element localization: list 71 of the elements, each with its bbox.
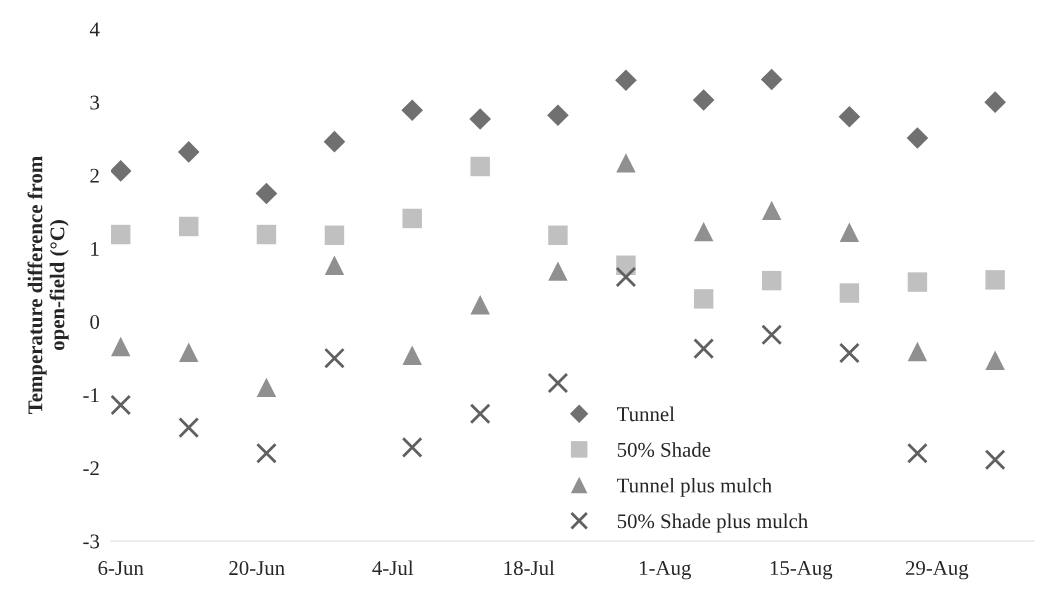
point [179, 216, 199, 237]
y-tick-label: -1 [83, 388, 99, 402]
point [615, 266, 637, 288]
point [178, 417, 200, 439]
point [984, 91, 1006, 113]
point [906, 127, 929, 149]
legend-label: 50% Shade [617, 442, 711, 457]
y-tick-label: 4 [89, 22, 100, 37]
point [547, 372, 569, 394]
point [111, 336, 131, 357]
point [985, 270, 1005, 290]
point [838, 342, 860, 364]
point [547, 104, 569, 127]
point [324, 225, 345, 245]
point [985, 350, 1005, 371]
point [470, 156, 490, 177]
point [256, 442, 277, 464]
point [761, 200, 782, 221]
y-tick-label: 1 [91, 241, 99, 256]
y-tick-label: -3 [83, 534, 100, 549]
point [693, 221, 714, 242]
point [616, 153, 636, 173]
point [761, 324, 783, 346]
point [693, 338, 715, 360]
point [907, 341, 928, 362]
point [401, 436, 423, 458]
point [256, 377, 277, 398]
point [402, 345, 422, 365]
y-tick-label: 3 [90, 95, 100, 110]
point [906, 442, 928, 464]
x-tick-label: 6-Jun [98, 561, 144, 576]
point [111, 224, 131, 245]
point [111, 394, 132, 416]
point [692, 89, 715, 111]
x-tick-label: 15-Aug [770, 561, 833, 580]
x-tick-label: 20-Jun [229, 561, 285, 576]
point [761, 270, 782, 291]
point [255, 182, 278, 205]
point [693, 289, 714, 309]
x-tick-label: 18-Jul [504, 560, 555, 576]
y-tick-label: -2 [83, 461, 99, 476]
point [111, 160, 132, 182]
point [402, 208, 422, 229]
legend-label: Tunnel [617, 406, 675, 422]
point [323, 130, 346, 153]
point [548, 261, 568, 281]
point [839, 283, 860, 303]
x-tick-label: 4-Jul [372, 560, 414, 576]
y-axis-title: Temperature difference from open-field (°C) [27, 156, 69, 414]
point [615, 69, 637, 91]
point [548, 225, 568, 245]
point [179, 342, 199, 363]
point [760, 68, 783, 91]
legend-label: 50% Shade plus mulch [617, 513, 808, 533]
point [984, 449, 1006, 471]
point [256, 224, 277, 245]
point [324, 255, 345, 275]
y-tick-label: 0 [90, 314, 100, 329]
point [839, 222, 860, 243]
legend-label: Tunnel plus mulch [617, 477, 772, 497]
point [324, 347, 345, 369]
point [838, 105, 861, 128]
point [907, 272, 928, 292]
y-tick-label: 2 [90, 168, 99, 183]
point [470, 295, 490, 315]
x-tick-label: 29-Aug [905, 561, 969, 580]
point [469, 108, 491, 130]
point [177, 141, 200, 163]
point [401, 99, 423, 121]
point [469, 403, 491, 425]
x-tick-label: 1-Aug [640, 561, 692, 580]
